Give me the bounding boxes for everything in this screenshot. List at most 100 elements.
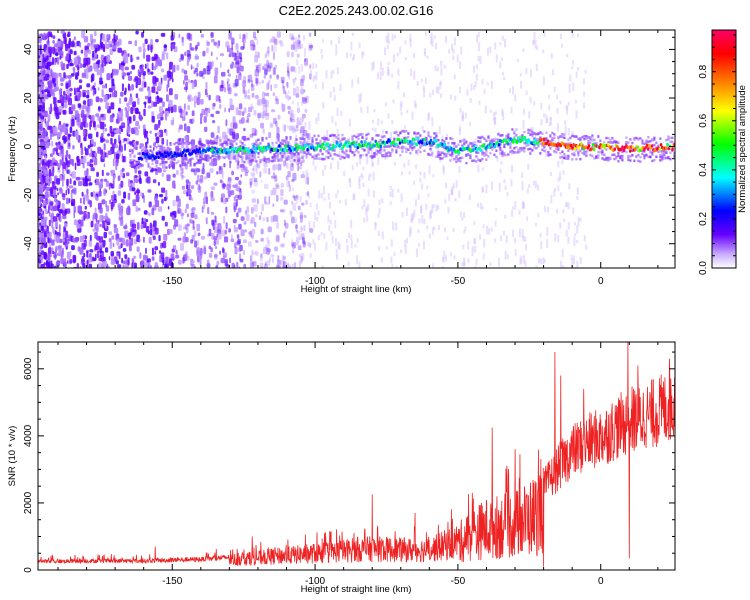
heatmap-cell bbox=[139, 177, 142, 185]
heatmap-cell bbox=[323, 140, 326, 143]
heatmap-cell bbox=[295, 46, 298, 51]
heatmap-cell bbox=[465, 154, 468, 157]
heatmap-cell bbox=[239, 149, 242, 152]
heatmap-cell bbox=[323, 157, 326, 161]
heatmap-cell bbox=[661, 150, 664, 153]
heatmap-cell bbox=[210, 211, 215, 215]
heatmap-cell bbox=[277, 158, 280, 161]
heatmap-cell bbox=[474, 238, 476, 244]
heatmap-cell bbox=[284, 222, 289, 229]
heatmap-cell bbox=[232, 116, 236, 123]
heatmap-cell bbox=[123, 138, 128, 142]
heatmap-cell bbox=[50, 89, 55, 95]
heatmap-cell bbox=[175, 148, 178, 151]
heatmap-cell bbox=[328, 225, 331, 232]
heatmap-cell bbox=[181, 141, 184, 144]
heatmap-cell bbox=[262, 105, 267, 113]
heatmap-cell bbox=[269, 150, 272, 153]
heatmap-cell bbox=[105, 139, 110, 144]
heatmap-cell bbox=[241, 142, 244, 145]
heatmap-cell bbox=[320, 49, 323, 54]
heatmap-cell bbox=[240, 163, 245, 168]
heatmap-cell bbox=[143, 156, 146, 160]
heatmap-cell bbox=[409, 143, 412, 146]
heatmap-cell bbox=[559, 222, 562, 229]
heatmap-cell bbox=[74, 95, 78, 102]
heatmap-cell bbox=[415, 248, 418, 258]
heatmap-cell bbox=[481, 149, 484, 153]
heatmap-cell bbox=[477, 136, 480, 139]
heatmap-cell bbox=[352, 140, 355, 145]
heatmap-cell bbox=[227, 83, 231, 91]
heatmap-cell bbox=[411, 111, 414, 120]
heatmap-cell bbox=[585, 135, 588, 138]
heatmap-cell bbox=[111, 235, 115, 240]
heatmap-cell bbox=[553, 136, 556, 139]
heatmap-cell bbox=[58, 247, 62, 256]
heatmap-cell bbox=[89, 200, 92, 208]
heatmap-cell bbox=[171, 215, 175, 220]
heatmap-cell bbox=[562, 209, 565, 214]
heatmap-cell bbox=[351, 32, 354, 37]
heatmap-cell bbox=[149, 130, 152, 134]
heatmap-cell bbox=[444, 35, 447, 44]
heatmap-cell bbox=[177, 141, 180, 145]
heatmap-cell bbox=[273, 45, 277, 52]
heatmap-cell bbox=[459, 140, 462, 143]
heatmap-cell bbox=[235, 142, 238, 146]
heatmap-cell bbox=[391, 150, 394, 153]
heatmap-cell bbox=[335, 249, 338, 257]
heatmap-cell bbox=[304, 58, 307, 62]
heatmap-cell bbox=[663, 149, 666, 153]
heatmap-cell bbox=[41, 83, 45, 88]
heatmap-cell bbox=[235, 137, 238, 141]
heatmap-cell bbox=[38, 150, 41, 159]
heatmap-cell bbox=[124, 264, 129, 268]
heatmap-cell bbox=[373, 144, 376, 148]
heatmap-cell bbox=[39, 70, 43, 76]
heatmap-cell bbox=[295, 138, 298, 141]
heatmap-cell bbox=[576, 261, 579, 268]
heatmap-cell bbox=[114, 144, 118, 149]
heatmap-cell bbox=[449, 153, 452, 157]
heatmap-cell bbox=[591, 134, 594, 137]
heatmap-cell bbox=[40, 246, 44, 250]
heatmap-cell bbox=[233, 224, 236, 233]
heatmap-cell bbox=[535, 63, 538, 72]
heatmap-cell bbox=[219, 225, 223, 231]
heatmap-cell bbox=[185, 179, 190, 184]
heatmap-cell bbox=[135, 80, 138, 89]
heatmap-cell bbox=[275, 154, 278, 157]
heatmap-cell bbox=[203, 150, 206, 154]
heatmap-cell bbox=[201, 108, 205, 116]
heatmap-cell bbox=[404, 245, 407, 254]
heatmap-cell bbox=[338, 36, 341, 44]
heatmap-cell bbox=[451, 154, 454, 157]
heatmap-cell bbox=[113, 174, 116, 181]
heatmap-cell bbox=[275, 141, 278, 145]
heatmap-cell bbox=[509, 146, 512, 150]
heatmap-cell bbox=[385, 145, 388, 148]
heatmap-cell bbox=[55, 265, 58, 268]
heatmap-cell bbox=[258, 63, 262, 67]
heatmap-cell bbox=[317, 157, 320, 160]
heatmap-cell bbox=[155, 146, 158, 149]
heatmap-cell bbox=[229, 142, 232, 146]
heatmap-cell bbox=[224, 107, 226, 113]
heatmap-cell bbox=[178, 224, 182, 231]
heatmap-cell bbox=[265, 137, 268, 140]
heatmap-cell bbox=[323, 137, 326, 141]
heatmap-cell bbox=[389, 145, 392, 148]
heatmap-cell bbox=[585, 152, 588, 155]
heatmap-cell bbox=[129, 116, 132, 124]
heatmap-cell bbox=[507, 136, 510, 140]
heatmap-cell bbox=[165, 166, 168, 169]
heatmap-cell bbox=[226, 147, 230, 152]
heatmap-cell bbox=[159, 250, 162, 254]
heatmap-cell bbox=[291, 100, 294, 105]
heatmap-cell bbox=[291, 127, 296, 134]
heatmap-cell bbox=[181, 212, 184, 220]
heatmap-cell bbox=[261, 149, 264, 153]
heatmap-cell bbox=[235, 43, 239, 50]
heatmap-cell bbox=[288, 264, 291, 268]
